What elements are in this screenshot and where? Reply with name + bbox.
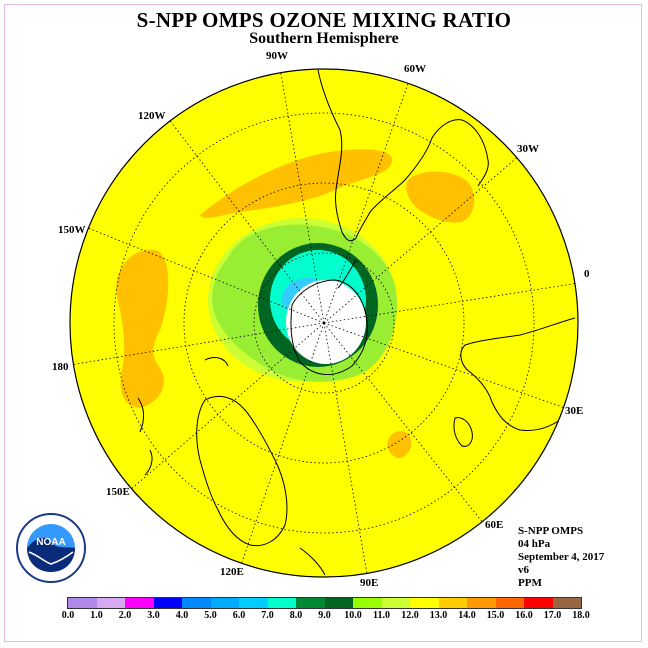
color-scale-tick-label: 7.0 [261, 610, 274, 621]
coast-south-america [317, 69, 489, 242]
color-scale-tick-label: 1.0 [90, 610, 103, 621]
coast-indonesia [299, 547, 326, 576]
color-scale-swatch [125, 598, 154, 608]
color-scale-tick-label: 17.0 [543, 610, 562, 621]
color-scale-tick-label: 11.0 [373, 610, 390, 621]
coast-tasmania [204, 357, 229, 367]
longitude-label-150w: 150W [58, 224, 86, 236]
coast-antarctica [290, 279, 368, 375]
map-boundary-circle [69, 68, 579, 578]
color-scale-bar [67, 597, 582, 609]
longitude-label-120e: 120E [220, 566, 244, 578]
noaa-logo: NOAA [16, 513, 86, 583]
color-scale-swatch [495, 598, 524, 608]
instrument-label: S-NPP OMPS [518, 525, 584, 537]
metadata-block: S-NPP OMPS 04 hPa September 4, 2017 v6 P… [518, 525, 604, 590]
meridian-lines [70, 69, 578, 577]
color-scale-swatch [182, 598, 211, 608]
longitude-label-0: 0 [584, 268, 590, 280]
color-scale-tick-label: 3.0 [147, 610, 160, 621]
longitude-label-90e: 90E [360, 577, 379, 589]
noaa-logo-text: NOAA [36, 537, 65, 548]
color-scale-tick-label: 9.0 [318, 610, 331, 621]
color-scale-tick-label: 10.0 [344, 610, 362, 621]
pressure-level-label: 04 hPa [518, 538, 551, 550]
longitude-label-30e: 30E [565, 405, 584, 417]
color-scale-tick-label: 16.0 [515, 610, 533, 621]
color-scale-swatch [96, 598, 125, 608]
color-scale-swatch [410, 598, 439, 608]
longitude-label-120w: 120W [138, 110, 166, 122]
south-pole-marker [322, 321, 326, 325]
coast-africa [460, 317, 576, 431]
map-title: S-NPP OMPS OZONE MIXING RATIO [136, 8, 512, 32]
color-scale-swatch [267, 598, 296, 608]
color-scale-swatch [296, 598, 325, 608]
color-scale-swatch [438, 598, 467, 608]
color-scale-swatch [324, 598, 353, 608]
coast-madagascar [453, 417, 473, 447]
polar-hole-white [286, 280, 366, 364]
orange-patch-indian [387, 431, 412, 458]
color-scale-swatch [353, 598, 382, 608]
color-scale-swatch [68, 598, 97, 608]
color-scale-tick-label: 2.0 [118, 610, 132, 621]
longitude-label-60w: 60W [404, 63, 426, 75]
orange-patch-atlantic [406, 171, 475, 223]
color-scale-tick-label: 13.0 [429, 610, 448, 621]
color-scale-swatch [239, 598, 268, 608]
color-scale-swatch [210, 598, 239, 608]
orange-patch-pacific [116, 249, 169, 408]
color-scale-swatch [467, 598, 496, 608]
date-label: September 4, 2017 [518, 551, 605, 563]
color-scale-tick-label: 14.0 [458, 610, 476, 621]
color-scale-tick-label: 4.0 [175, 610, 189, 621]
longitude-label-150e: 150E [106, 486, 130, 498]
image-frame [4, 4, 642, 642]
map-subtitle: Southern Hemisphere [249, 30, 399, 47]
color-scale-tick-label: 15.0 [486, 610, 505, 621]
color-scale-tick-label: 12.0 [401, 610, 419, 621]
color-scale-swatch [153, 598, 182, 608]
longitude-label-180: 180 [52, 361, 69, 373]
coast-new-zealand [137, 397, 153, 476]
coastlines [137, 69, 576, 576]
color-scale-tick-label: 6.0 [232, 610, 246, 621]
longitude-label-90w: 90W [266, 50, 288, 62]
orange-patch-southamerica [200, 149, 393, 219]
color-scale-swatch [552, 598, 581, 608]
color-scale-tick-label: 8.0 [289, 610, 303, 621]
coast-australia [196, 395, 288, 547]
color-scale-tick-label: 0.0 [61, 610, 75, 621]
units-label: PPM [518, 577, 542, 589]
coast-antarctic-peninsula [337, 259, 357, 289]
version-label: v6 [518, 564, 529, 576]
color-scale-swatch [524, 598, 553, 608]
color-scale-swatch [381, 598, 410, 608]
longitude-label-60e: 60E [485, 519, 504, 531]
latitude-circles [113, 112, 535, 534]
color-scale-tick-label: 18.0 [572, 610, 590, 621]
longitude-label-30w: 30W [517, 143, 539, 155]
color-scale-tick-label: 5.0 [204, 610, 217, 621]
